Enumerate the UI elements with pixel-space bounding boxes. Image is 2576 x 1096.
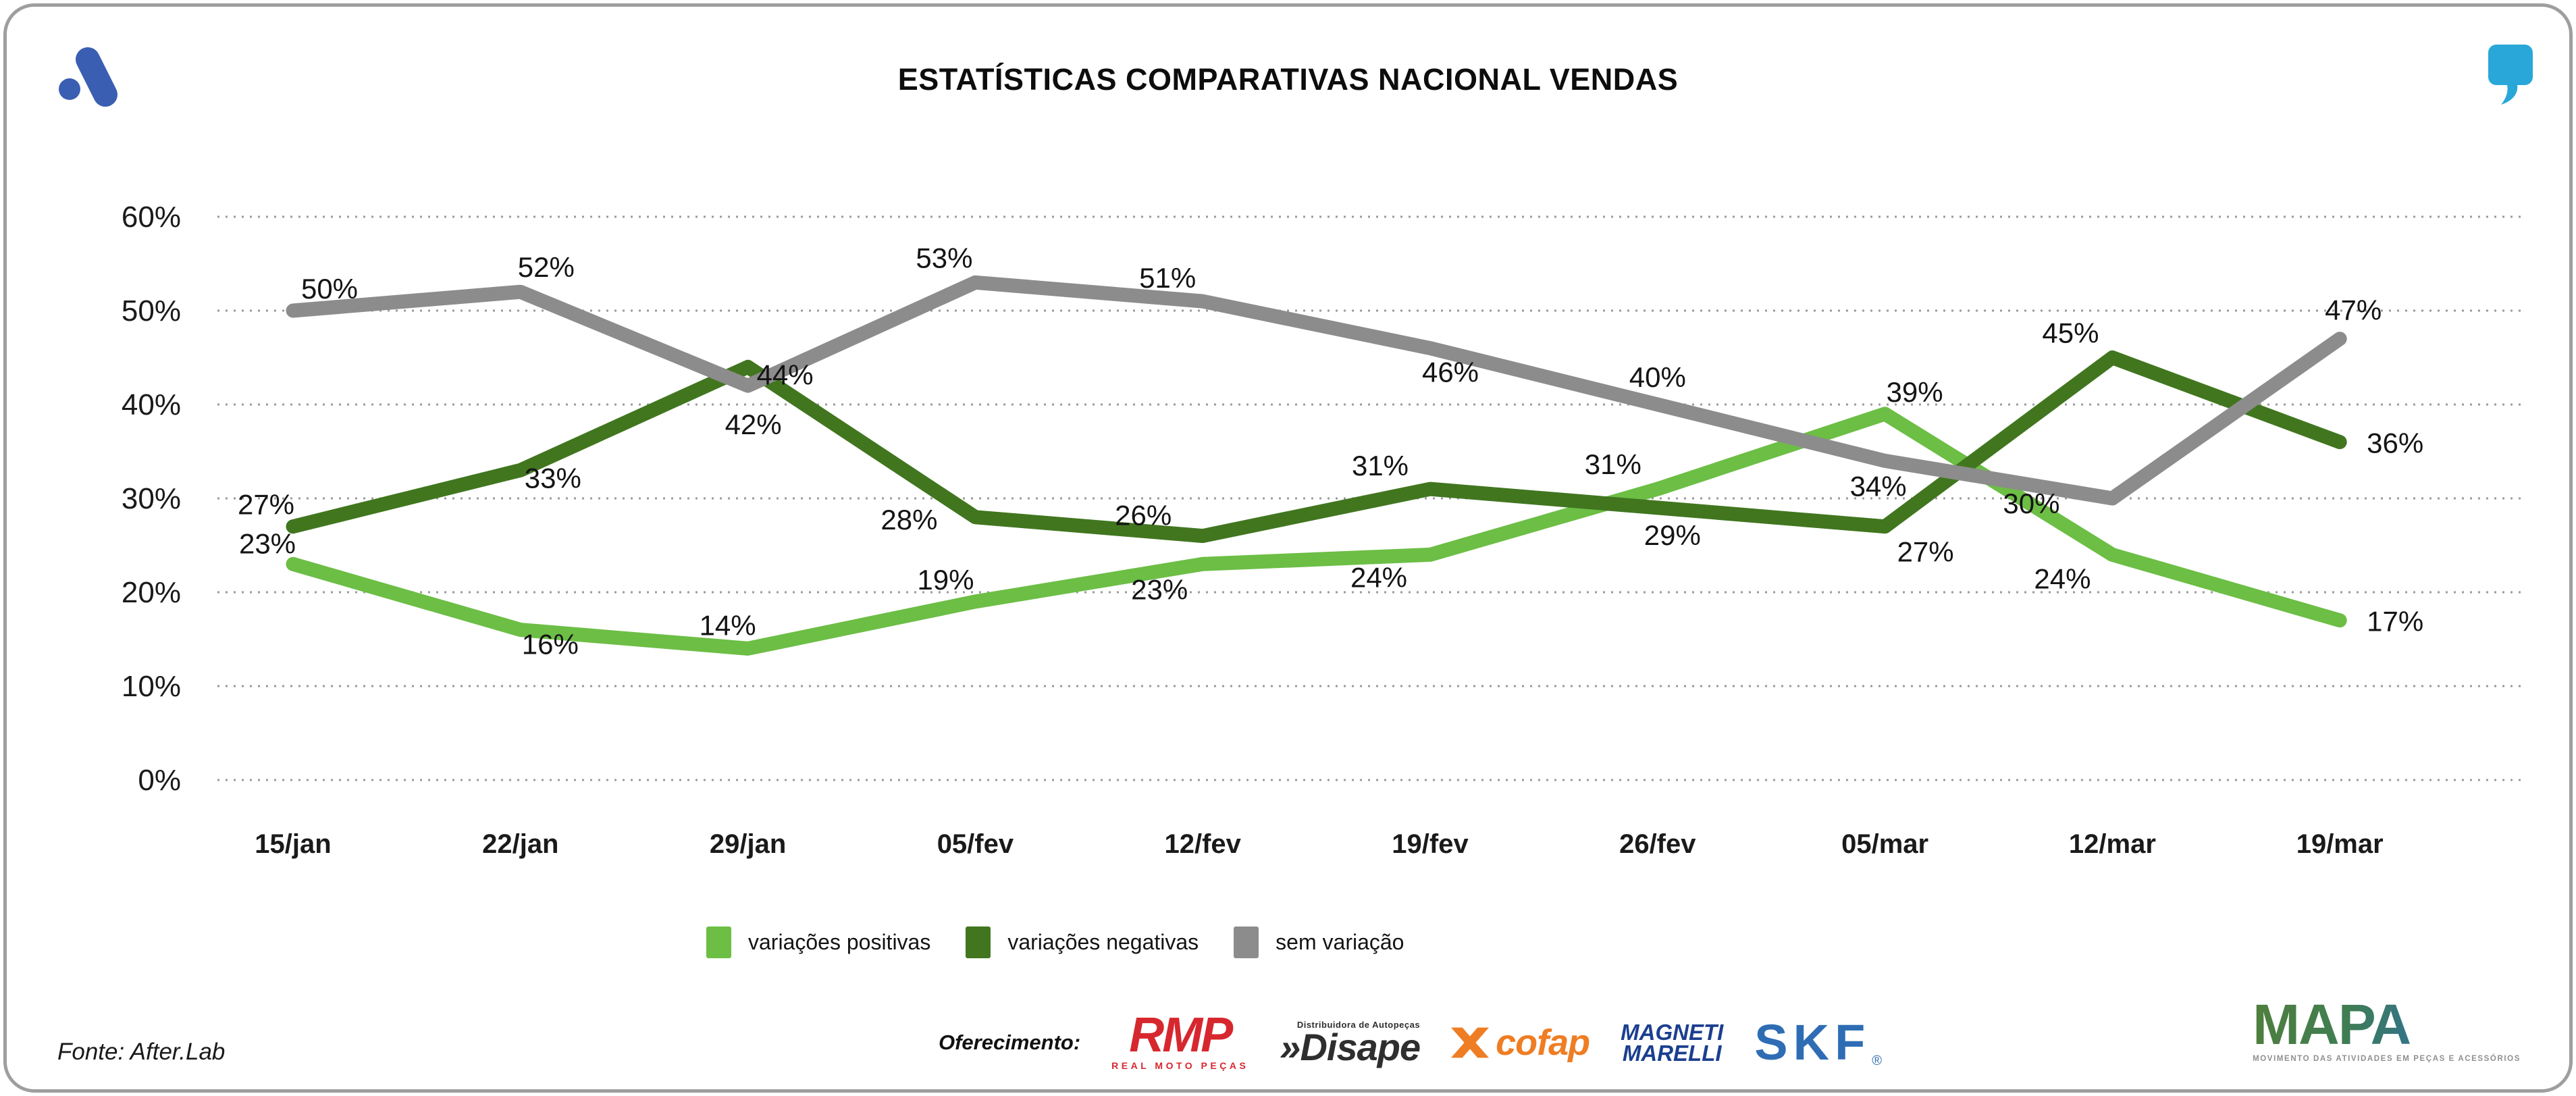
data-label-0-05/mar: 39% bbox=[1887, 376, 1943, 408]
data-label-1-15/jan: 27% bbox=[238, 489, 294, 521]
chart-title: ESTATÍSTICAS COMPARATIVAS NACIONAL VENDA… bbox=[897, 62, 1679, 97]
data-label-2-05/fev: 53% bbox=[916, 242, 972, 273]
legend-swatch-negativas-icon bbox=[966, 927, 991, 958]
series-line-1 bbox=[286, 350, 2347, 544]
skf-wordmark: SKF bbox=[1754, 1014, 1871, 1070]
mapa-subtitle: MOVIMENTO DAS ATIVIDADES EM PEÇAS E ACES… bbox=[2253, 1054, 2521, 1063]
data-label-2-12/fev: 51% bbox=[1139, 262, 1196, 294]
data-label-1-22/jan: 33% bbox=[525, 462, 581, 494]
x-axis-label: 26/fev bbox=[1619, 829, 1696, 859]
y-axis-label: 50% bbox=[122, 294, 181, 328]
rmp-tagline: REAL MOTO PEÇAS bbox=[1111, 1060, 1249, 1071]
x-axis-label: 12/fev bbox=[1164, 829, 1241, 859]
data-label-1-19/fev: 31% bbox=[1352, 450, 1409, 481]
data-label-2-05/mar: 34% bbox=[1850, 470, 1907, 502]
sponsors-row: Oferecimento: RMP REAL MOTO PEÇAS Distri… bbox=[939, 998, 1882, 1087]
legend-label: variações positivas bbox=[748, 930, 931, 954]
x-axis-label: 19/fev bbox=[1392, 829, 1469, 859]
magneti-line2: MARELLI bbox=[1622, 1041, 1722, 1066]
data-label-0-22/jan: 16% bbox=[522, 629, 579, 660]
source-note: Fonte: After.Lab bbox=[57, 1039, 226, 1065]
data-label-1-19/mar: 36% bbox=[2367, 427, 2423, 459]
data-label-0-26/fev: 31% bbox=[1585, 448, 1641, 480]
x-axis-label: 19/mar bbox=[2296, 829, 2384, 859]
x-axis-label: 12/mar bbox=[2069, 829, 2156, 859]
offering-label: Oferecimento: bbox=[939, 1030, 1081, 1054]
cofap-wordmark: cofap bbox=[1496, 1022, 1590, 1063]
quote-icon bbox=[2488, 45, 2533, 105]
cofap-x-icon bbox=[1451, 1027, 1490, 1058]
skf-registered-mark: ® bbox=[1872, 1053, 1883, 1068]
afterlab-logo-icon bbox=[59, 47, 117, 107]
x-axis-label: 22/jan bbox=[482, 829, 558, 859]
mapa-wordmark: MAPA bbox=[2253, 996, 2521, 1053]
legend-item-sem-variacao: sem variação bbox=[1234, 927, 1404, 958]
data-label-0-15/jan: 23% bbox=[239, 527, 296, 559]
sponsor-logo-rmp: RMP REAL MOTO PEÇAS bbox=[1111, 1008, 1249, 1071]
y-axis-label: 40% bbox=[122, 388, 181, 421]
y-axis-label: 0% bbox=[138, 764, 181, 797]
series-line-2 bbox=[286, 275, 2347, 506]
data-label-0-29/jan: 14% bbox=[700, 609, 756, 641]
data-label-1-05/mar: 27% bbox=[1897, 536, 1954, 568]
legend-label: variações negativas bbox=[1007, 930, 1199, 954]
disape-tagline: Distribuidora de Autopeças bbox=[1296, 1019, 1421, 1030]
legend-item-positivas: variações positivas bbox=[706, 927, 930, 958]
mapa-logo: MAPA MOVIMENTO DAS ATIVIDADES EM PEÇAS E… bbox=[2253, 996, 2521, 1063]
magneti-line1: MAGNETI bbox=[1621, 1019, 1724, 1045]
sponsor-logo-skf: SKF ® bbox=[1754, 1018, 1882, 1068]
data-label-2-15/jan: 50% bbox=[301, 273, 358, 305]
x-axis-label: 29/jan bbox=[710, 829, 786, 859]
y-axis-label: 30% bbox=[122, 482, 181, 515]
data-label-2-22/jan: 52% bbox=[518, 251, 575, 283]
x-axis-label: 05/fev bbox=[937, 829, 1014, 859]
sponsor-logo-cofap: cofap bbox=[1451, 1022, 1590, 1063]
data-label-1-26/fev: 29% bbox=[1644, 519, 1701, 551]
data-label-0-19/mar: 17% bbox=[2367, 606, 2423, 637]
legend-swatch-sem-variacao-icon bbox=[1234, 927, 1259, 958]
x-axis-label: 15/jan bbox=[255, 829, 331, 859]
disape-chevrons: » bbox=[1280, 1025, 1300, 1068]
x-axis-label: 05/mar bbox=[1841, 829, 1928, 859]
data-label-1-05/fev: 28% bbox=[880, 504, 937, 536]
rmp-wordmark: RMP bbox=[1129, 1008, 1233, 1063]
disape-wordmark: »Disape bbox=[1280, 1025, 1421, 1068]
legend-item-negativas: variações negativas bbox=[966, 927, 1199, 958]
card bbox=[3, 3, 2573, 1093]
legend-label: sem variação bbox=[1276, 930, 1404, 954]
series-line-0 bbox=[286, 407, 2347, 656]
data-label-1-29/jan: 44% bbox=[757, 359, 814, 390]
data-label-0-12/fev: 23% bbox=[1131, 573, 1188, 605]
legend-swatch-positivas-icon bbox=[706, 927, 731, 958]
data-label-1-12/fev: 26% bbox=[1115, 500, 1172, 531]
data-label-1-12/mar: 45% bbox=[2042, 317, 2099, 349]
data-label-0-12/mar: 24% bbox=[2034, 563, 2091, 594]
data-label-2-29/jan: 42% bbox=[725, 409, 782, 440]
data-label-2-19/mar: 47% bbox=[2325, 294, 2382, 326]
data-label-0-19/fev: 24% bbox=[1350, 561, 1407, 593]
legend: variações positivas variações negativas … bbox=[706, 927, 1404, 958]
y-axis-label: 10% bbox=[122, 670, 181, 703]
sponsor-logo-disape: Distribuidora de Autopeças »Disape bbox=[1280, 1019, 1421, 1068]
data-label-2-26/fev: 40% bbox=[1629, 361, 1686, 393]
data-label-2-12/mar: 30% bbox=[2003, 488, 2059, 519]
data-label-2-19/fev: 46% bbox=[1422, 357, 1479, 388]
y-axis-label: 60% bbox=[122, 201, 181, 234]
sponsor-logo-magneti-marelli: MAGNETI MARELLI bbox=[1621, 1019, 1724, 1066]
data-label-0-05/fev: 19% bbox=[917, 564, 974, 596]
y-axis-label: 20% bbox=[122, 576, 181, 609]
